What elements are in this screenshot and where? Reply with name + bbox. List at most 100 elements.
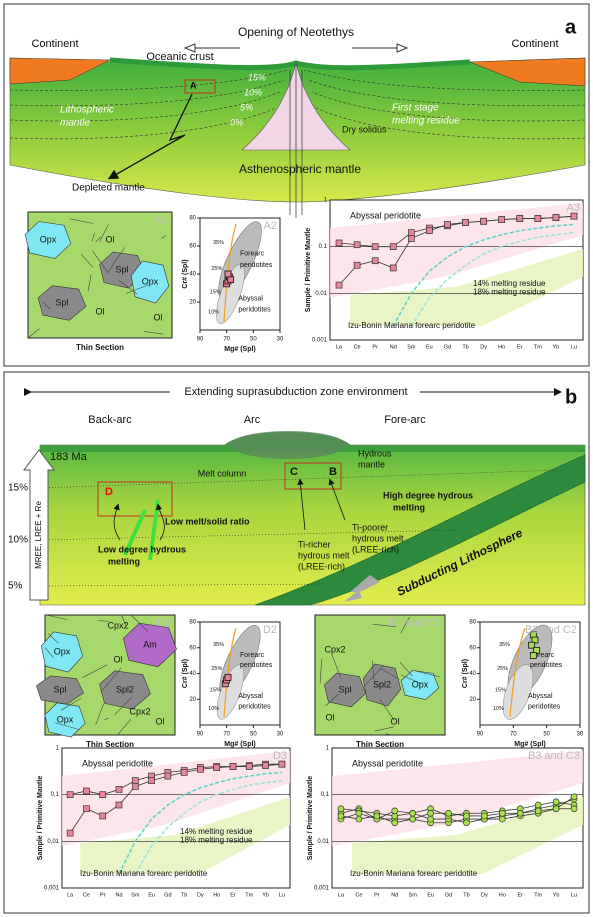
label: Cpx2 xyxy=(107,620,128,630)
label: melting xyxy=(108,556,140,566)
data-point xyxy=(529,652,537,659)
data-point xyxy=(371,257,379,265)
label: 10% xyxy=(8,535,28,546)
model-curve xyxy=(392,223,575,327)
label: 15% xyxy=(248,72,266,82)
data-point xyxy=(426,227,433,235)
continent xyxy=(9,57,111,85)
isopleths xyxy=(9,69,586,140)
data-point xyxy=(164,772,172,780)
label: 60 xyxy=(469,645,476,651)
data-point xyxy=(409,815,417,823)
label: Er xyxy=(230,892,236,898)
label: Sample / Primitive Mantle xyxy=(307,776,314,861)
label: D xyxy=(105,486,113,498)
label: 18% melting residue xyxy=(180,836,253,845)
label: Dy xyxy=(197,892,204,898)
data-point xyxy=(278,760,286,768)
label: Eu xyxy=(427,892,434,898)
label: 40 xyxy=(469,671,476,677)
label: Continent xyxy=(511,38,558,50)
grain xyxy=(24,221,72,259)
label: 25% xyxy=(497,666,508,672)
data-point xyxy=(407,235,415,242)
label: Opx xyxy=(54,646,71,656)
label: Ho xyxy=(499,892,506,898)
label: 0,1 xyxy=(321,792,330,798)
label: Ti-poorer xyxy=(352,522,388,532)
label: Low melt/solid ratio xyxy=(165,516,250,526)
label: Dy xyxy=(481,892,488,898)
label: Ce xyxy=(354,344,361,350)
data-point xyxy=(262,762,269,769)
abyssal-field xyxy=(216,264,245,325)
label: Yb xyxy=(262,892,269,898)
label: 70 xyxy=(223,337,230,343)
data-point xyxy=(407,229,415,236)
grain-boundary xyxy=(47,633,59,644)
grain-boundary xyxy=(400,616,410,634)
label: Hydrous xyxy=(358,448,392,458)
label: Abyssal peridotite xyxy=(352,758,423,768)
grain-boundary xyxy=(399,661,413,677)
label: 70 xyxy=(223,732,230,738)
label: Pr xyxy=(372,344,378,350)
data-point xyxy=(337,805,345,813)
label: 50 xyxy=(250,337,257,343)
label: B2 and C2 xyxy=(525,624,577,636)
grain-boundary xyxy=(114,696,133,715)
label: Yb xyxy=(553,344,560,350)
label: peridotites xyxy=(530,662,563,669)
spreading-arrow xyxy=(352,43,409,53)
label: Eu xyxy=(148,892,155,898)
label: 50 xyxy=(543,732,550,738)
label: 25% xyxy=(211,266,222,272)
label: peridotites xyxy=(528,703,561,710)
label: Low degree hydrous xyxy=(98,544,186,554)
data-point xyxy=(516,809,524,817)
data-point xyxy=(498,809,506,817)
isopleths xyxy=(39,469,561,587)
label: Spl2 xyxy=(116,684,134,694)
data-point xyxy=(355,809,363,817)
label: D2 xyxy=(263,624,277,636)
label: B1 and C1 xyxy=(389,617,441,629)
grain-boundary xyxy=(117,719,132,736)
label: (LREE-rich) xyxy=(298,561,345,571)
data-point xyxy=(335,239,343,247)
label: 30 xyxy=(577,732,584,738)
data-point xyxy=(481,812,488,820)
label: Arc xyxy=(244,414,261,426)
panel-b-frame xyxy=(3,371,590,914)
abyssal-field xyxy=(62,750,290,846)
label: Tm xyxy=(534,892,542,898)
label: 0,01 xyxy=(47,839,59,845)
label: Opx xyxy=(40,234,57,244)
data-point xyxy=(480,217,487,225)
label: Lithospheric xyxy=(60,105,114,116)
label: b xyxy=(565,386,577,408)
label: 90 xyxy=(197,337,204,343)
grain-boundary xyxy=(45,614,67,620)
data-point xyxy=(245,763,253,770)
grain-boundary xyxy=(380,668,400,680)
grain-boundary xyxy=(92,250,109,274)
label: Abyssal peridotite xyxy=(82,758,153,768)
grain-boundary xyxy=(87,274,92,292)
label: Opening of Neotethys xyxy=(238,25,354,39)
label: Izu-Bonin Mariana forearc peridotite xyxy=(350,869,478,878)
label: Ti-richer xyxy=(298,539,331,549)
label: 90 xyxy=(197,732,204,738)
label: 1 xyxy=(324,198,328,204)
label: 0.01 xyxy=(315,291,327,297)
grain-boundary xyxy=(319,659,323,684)
label: 60 xyxy=(189,244,196,250)
label: 40 xyxy=(189,272,196,278)
data-point xyxy=(131,777,139,784)
label: 10% xyxy=(208,310,219,316)
label: (LREE-rich) xyxy=(352,544,399,554)
grain-boundary xyxy=(364,665,384,686)
label: Eu xyxy=(426,344,433,350)
data-point xyxy=(224,270,232,278)
label: 70 xyxy=(510,732,517,738)
